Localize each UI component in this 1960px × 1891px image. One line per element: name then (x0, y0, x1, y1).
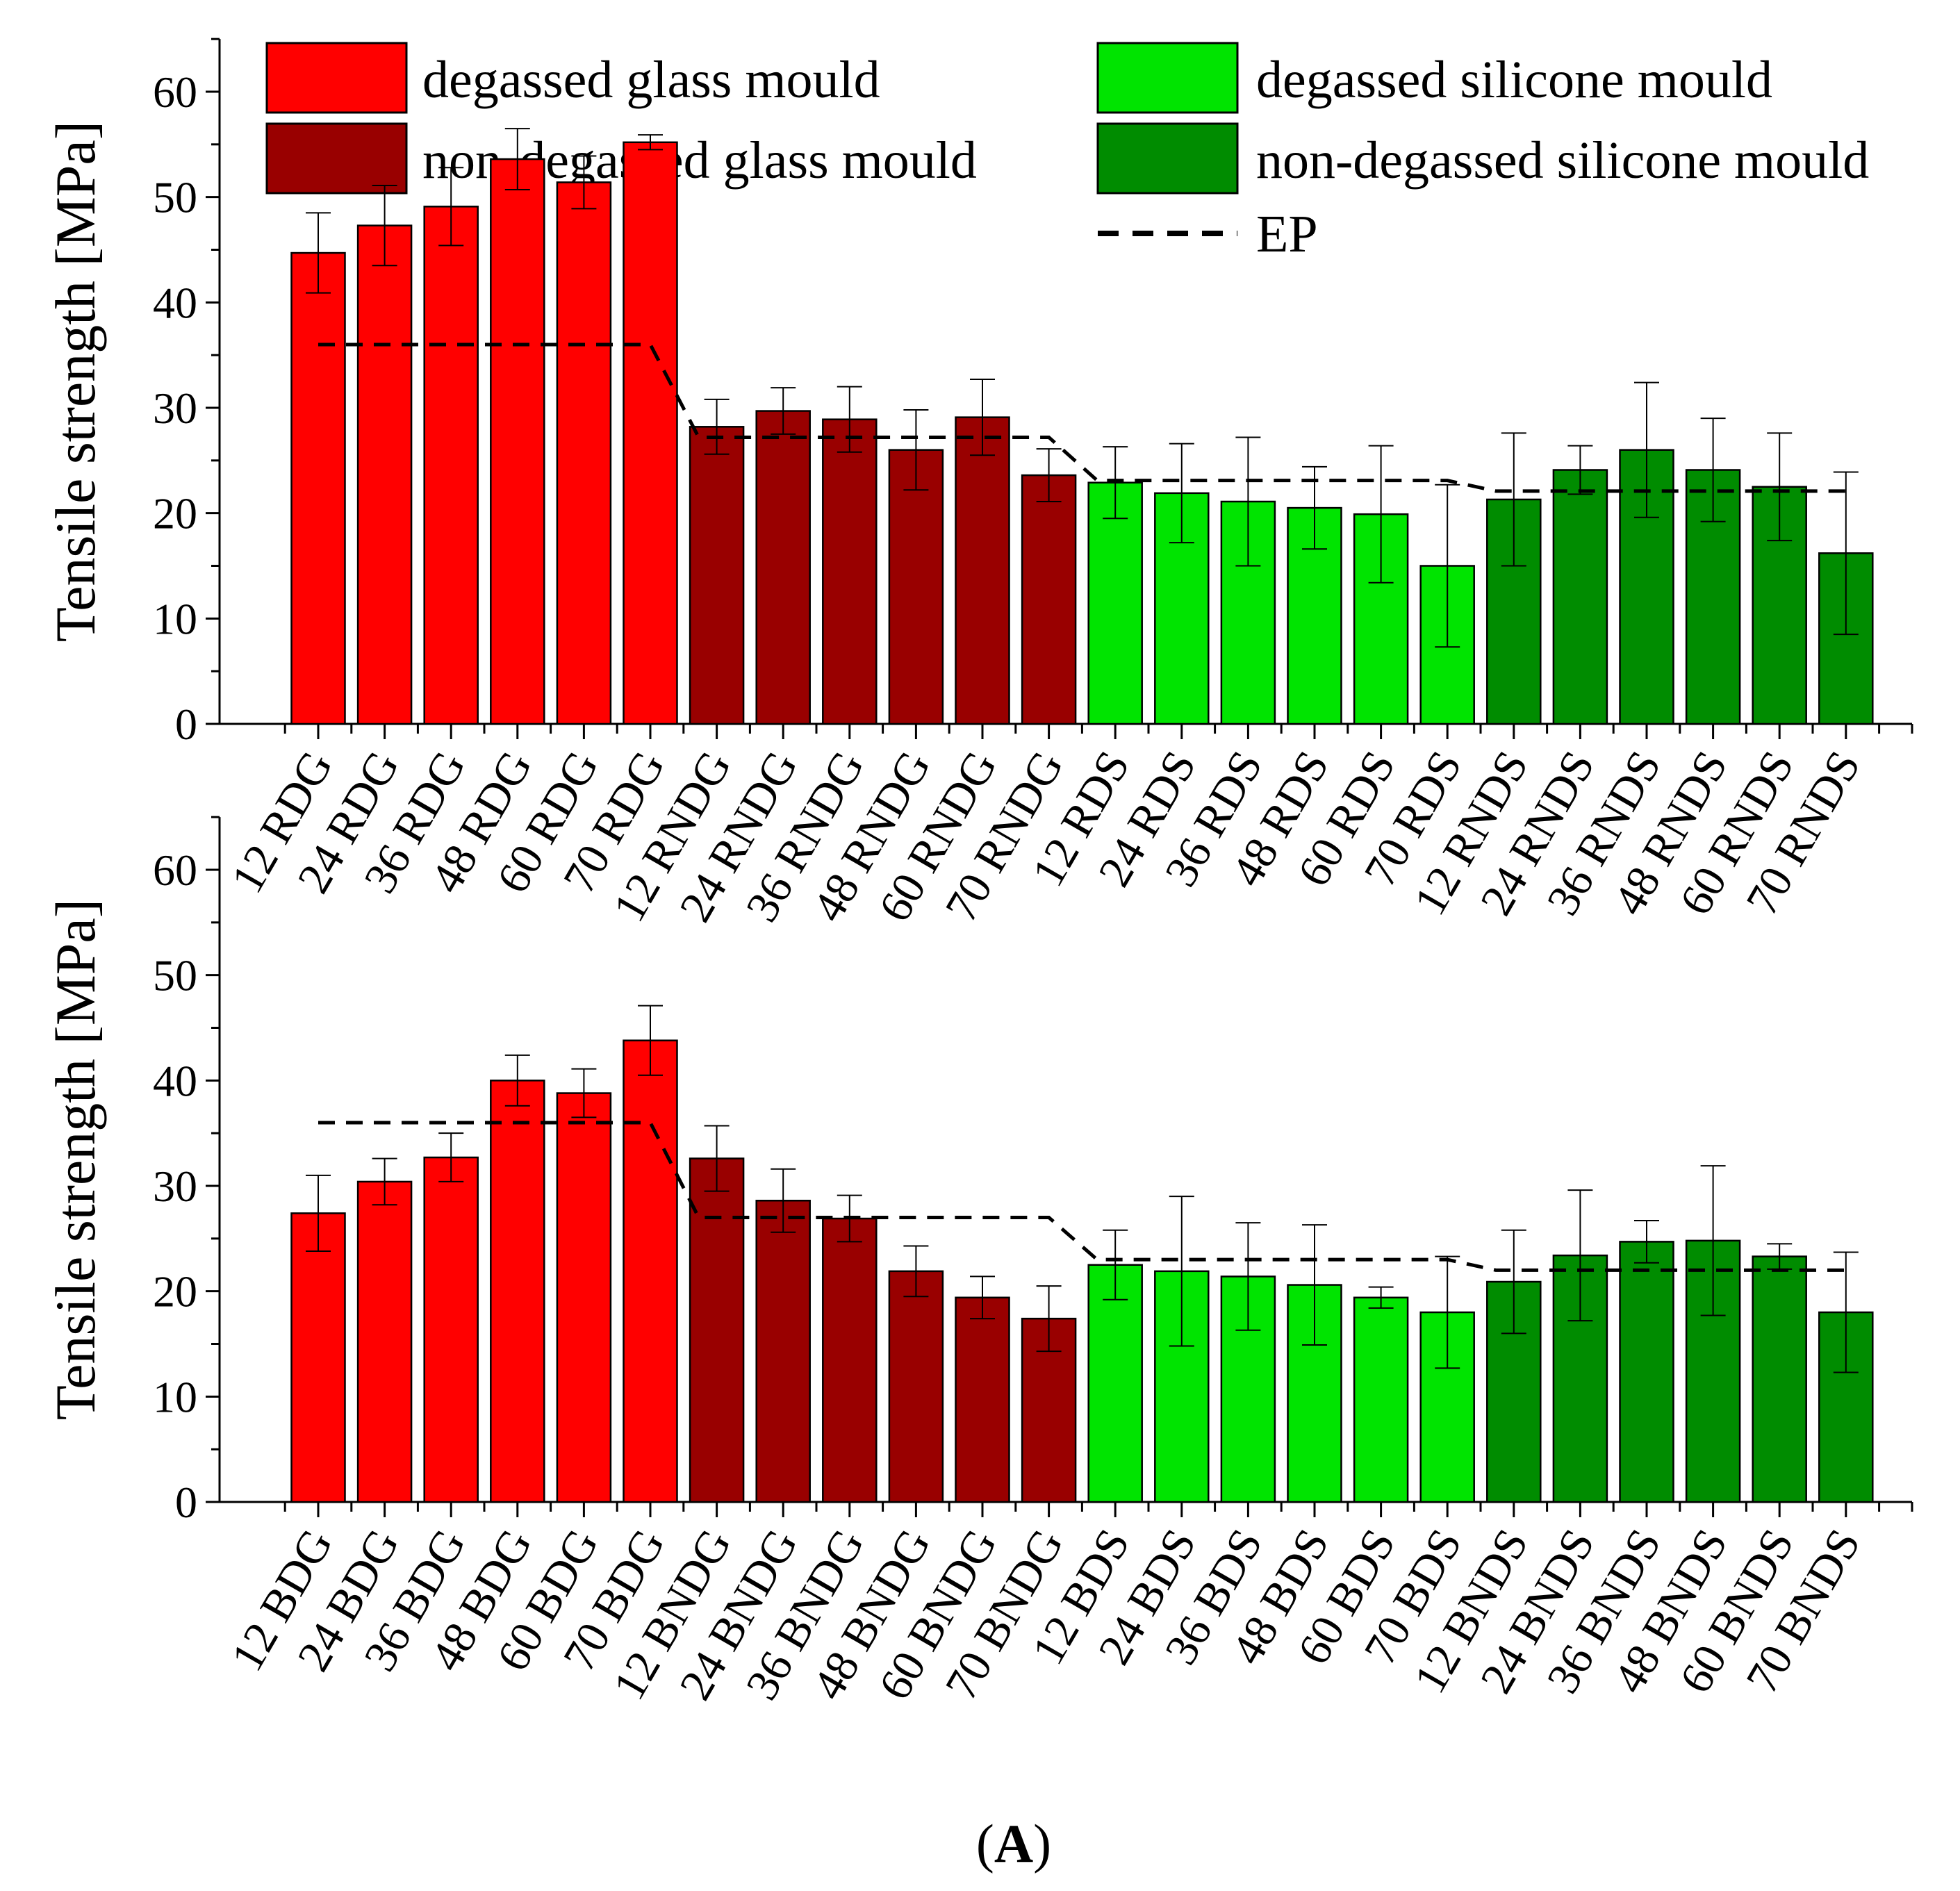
ep-step-line (318, 342, 1846, 493)
legend-swatch-degassed-silicone (1096, 42, 1239, 114)
bar-48-rdg (490, 158, 545, 725)
bar-60-rndg (955, 416, 1010, 725)
bar-70-bdg (623, 1039, 678, 1503)
y-tick-label: 0 (175, 1478, 197, 1527)
bar-70-rdg (623, 141, 678, 725)
y-tick-label: 10 (153, 1372, 197, 1421)
figure-caption: (A) (976, 1813, 1051, 1874)
y-tick-label: 30 (153, 1162, 197, 1211)
y-tick-label: 60 (153, 67, 197, 117)
y-tick-label: 10 (153, 594, 197, 643)
y-axis-title: Tensile strength [MPa] (44, 121, 107, 642)
legend-label-non-degassed-silicone: non-degassed silicone mould (1256, 131, 1869, 190)
bar-60-bdg (556, 1092, 612, 1503)
y-tick-label: 50 (153, 173, 197, 222)
ep-step-line (318, 1121, 1846, 1272)
bar-70-rndg (1021, 474, 1077, 725)
bar-60-rdg (556, 181, 612, 725)
y-tick-label: 40 (153, 278, 197, 327)
legend-label-ep: EP (1256, 205, 1318, 263)
y-axis-title: Tensile strength [MPa] (44, 899, 107, 1420)
y-tick-label: 40 (153, 1056, 197, 1105)
y-tick-label: 0 (175, 700, 197, 749)
caption-close-paren: ) (1033, 1813, 1051, 1874)
bar-36-bnds (1619, 1241, 1674, 1503)
y-tick-label: 20 (153, 489, 197, 538)
bar-60-bndg (955, 1296, 1010, 1503)
y-tick-label: 50 (153, 951, 197, 1000)
bar-36-bndg (822, 1217, 878, 1503)
bar-36-rdg (423, 206, 479, 725)
bar-36-rndg (822, 418, 878, 725)
bar-24-rndg (755, 410, 811, 725)
bar-48-bndg (888, 1270, 944, 1503)
legend-label-degassed-glass: degassed glass mould (422, 51, 880, 109)
bar-24-rdg (356, 224, 413, 725)
y-tick-label: 20 (153, 1267, 197, 1316)
bar-12-rndg (689, 426, 745, 725)
legend-label-degassed-silicone: degassed silicone mould (1256, 51, 1772, 109)
legend-swatch-degassed-glass (265, 42, 408, 114)
caption-letter: A (994, 1813, 1033, 1874)
bar-12-rdg (290, 251, 346, 725)
legend-swatch-non-degassed-silicone (1096, 122, 1239, 195)
bar-12-bdg (290, 1212, 346, 1503)
bar-24-bndg (755, 1199, 811, 1503)
bar-12-bds (1087, 1264, 1143, 1503)
bar-36-bdg (423, 1156, 479, 1503)
caption-open-paren: ( (976, 1813, 994, 1874)
legend-swatch-non-degassed-glass (265, 122, 408, 195)
bar-24-bdg (356, 1180, 413, 1503)
bar-60-bds (1353, 1296, 1409, 1503)
bar-48-bdg (490, 1080, 545, 1503)
bar-24-rnds (1552, 469, 1608, 725)
bar-60-bnds (1752, 1255, 1807, 1503)
y-tick-label: 60 (153, 845, 197, 895)
legend: degassed glass mould non-degassed glass … (265, 42, 1869, 263)
bar-12-bndg (689, 1157, 745, 1503)
y-tick-label: 30 (153, 383, 197, 433)
bar-48-rndg (888, 449, 944, 725)
